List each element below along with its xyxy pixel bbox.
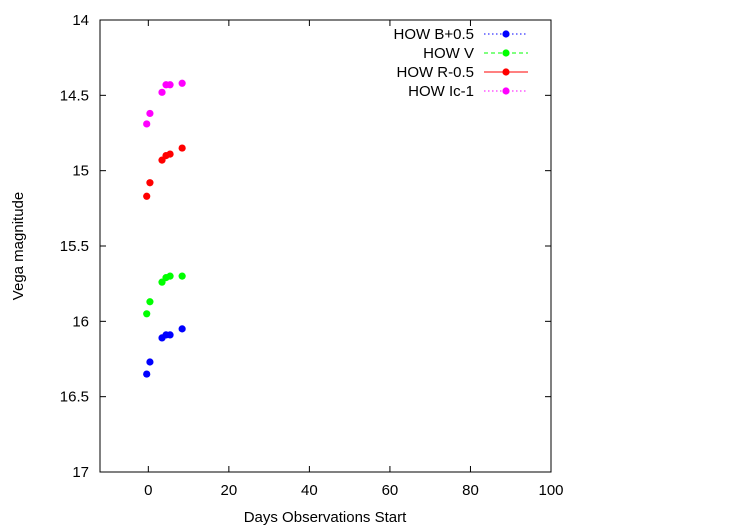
x-tick-label: 80	[462, 482, 479, 499]
data-point	[143, 120, 151, 128]
data-point	[166, 272, 174, 280]
x-axis-title: Days Observations Start	[244, 509, 407, 525]
data-point	[178, 272, 186, 280]
y-tick-label: 14.5	[60, 87, 89, 104]
series-layer	[143, 79, 186, 378]
data-point	[158, 88, 166, 96]
data-point	[178, 144, 186, 152]
plot-frame	[99, 19, 552, 473]
legend-marker	[502, 68, 510, 76]
legend-marker	[502, 87, 510, 95]
data-point	[166, 81, 174, 89]
x-tick-label: 0	[144, 482, 152, 499]
axis-ticks: 0 20 40 60 80 100 14 14.5 15 15.5 16 16.5 17	[60, 12, 564, 499]
data-point	[146, 179, 154, 187]
data-point	[143, 192, 151, 200]
y-tick-label: 16	[72, 313, 89, 330]
legend-marker	[502, 49, 510, 57]
legend-label: HOW R-0.5	[396, 64, 474, 81]
data-point	[178, 325, 186, 333]
y-tick-label: 17	[72, 464, 89, 481]
y-axis-title: Vega magnitude	[10, 192, 27, 300]
x-tick-label: 100	[538, 482, 563, 499]
x-tick-label: 40	[301, 482, 318, 499]
y-tick-label: 15	[72, 163, 89, 180]
y-tick-label: 14	[72, 12, 89, 29]
legend-label: HOW Ic-1	[408, 83, 474, 100]
data-point	[143, 370, 151, 378]
legend: HOW B+0.5 HOW V HOW R-0.5 HOW Ic-1	[394, 26, 528, 100]
x-tick-label: 20	[221, 482, 238, 499]
x-tick-label: 60	[382, 482, 399, 499]
data-point	[146, 298, 154, 306]
data-point	[146, 109, 154, 118]
data-point	[146, 358, 154, 366]
legend-marker	[502, 30, 510, 38]
data-point	[166, 150, 174, 158]
data-point	[143, 310, 151, 318]
y-tick-label: 16.5	[60, 389, 89, 406]
y-tick-label: 15.5	[60, 238, 89, 255]
legend-label: HOW B+0.5	[394, 26, 474, 43]
data-point	[166, 331, 174, 339]
legend-label: HOW V	[423, 45, 474, 62]
data-point	[178, 79, 186, 87]
